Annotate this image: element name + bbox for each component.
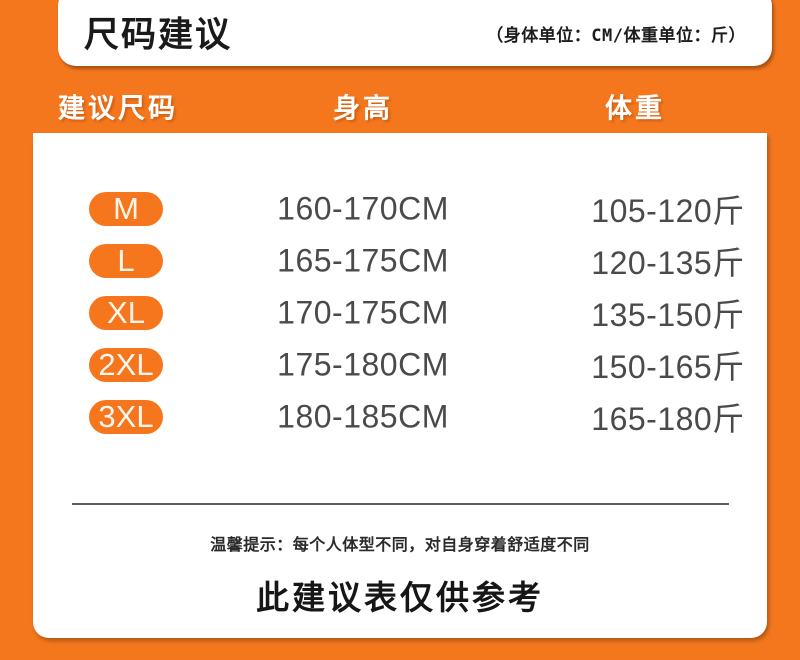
weight-value: 165-180斤	[591, 401, 745, 437]
size-table-panel: M 160-170CM 105-120斤 L 165-175CM 120-135斤 XL 17…	[33, 133, 767, 638]
size-badge-label: M	[113, 190, 139, 226]
height-value: 180-185CM	[277, 398, 449, 435]
size-badge: 2XL	[89, 348, 163, 382]
table-row: XL 170-175CM 135-150斤	[33, 287, 767, 339]
weight-value: 120-135斤	[591, 245, 745, 281]
size-table-body: M 160-170CM 105-120斤 L 165-175CM 120-135斤 XL 17…	[33, 183, 767, 443]
weight-value: 105-120斤	[591, 193, 745, 229]
size-badge-label: 3XL	[98, 398, 154, 434]
size-badge-label: L	[117, 242, 135, 278]
column-header-size: 建议尺码	[58, 93, 178, 124]
table-row: L 165-175CM 120-135斤	[33, 235, 767, 287]
height-value: 165-175CM	[277, 242, 449, 279]
height-value: 170-175CM	[277, 294, 449, 331]
size-badge-label: XL	[107, 294, 145, 330]
weight-value: 150-165斤	[591, 349, 745, 385]
column-header-weight: 体重	[605, 93, 665, 124]
footer-disclaimer: 此建议表仅供参考	[256, 578, 544, 617]
size-badge: 3XL	[89, 400, 163, 434]
column-header-band: 建议尺码 身高 体重	[0, 78, 800, 133]
size-badge: XL	[89, 296, 163, 330]
height-value: 160-170CM	[277, 190, 449, 227]
column-header-height: 身高	[333, 93, 393, 124]
title-card-inner: 尺码建议 （身体单位：CM/体重单位：斤）	[58, 0, 772, 66]
title-card: 尺码建议 （身体单位：CM/体重单位：斤）	[58, 0, 772, 66]
table-row: 2XL 175-180CM 150-165斤	[33, 339, 767, 391]
footer: 温馨提示：每个人体型不同，对自身穿着舒适度不同 此建议表仅供参考	[33, 531, 767, 619]
size-badge: M	[89, 192, 163, 226]
table-row: 3XL 180-185CM 165-180斤	[33, 391, 767, 443]
size-badge-label: 2XL	[98, 346, 154, 382]
page-title: 尺码建议	[84, 15, 233, 56]
footer-note: 温馨提示：每个人体型不同，对自身穿着舒适度不同	[210, 535, 590, 554]
size-badge: L	[89, 244, 163, 278]
footer-divider	[72, 503, 729, 505]
units-note: （身体单位：CM/体重单位：斤）	[486, 26, 746, 46]
height-value: 175-180CM	[277, 346, 449, 383]
table-row: M 160-170CM 105-120斤	[33, 183, 767, 235]
weight-value: 135-150斤	[591, 297, 745, 333]
